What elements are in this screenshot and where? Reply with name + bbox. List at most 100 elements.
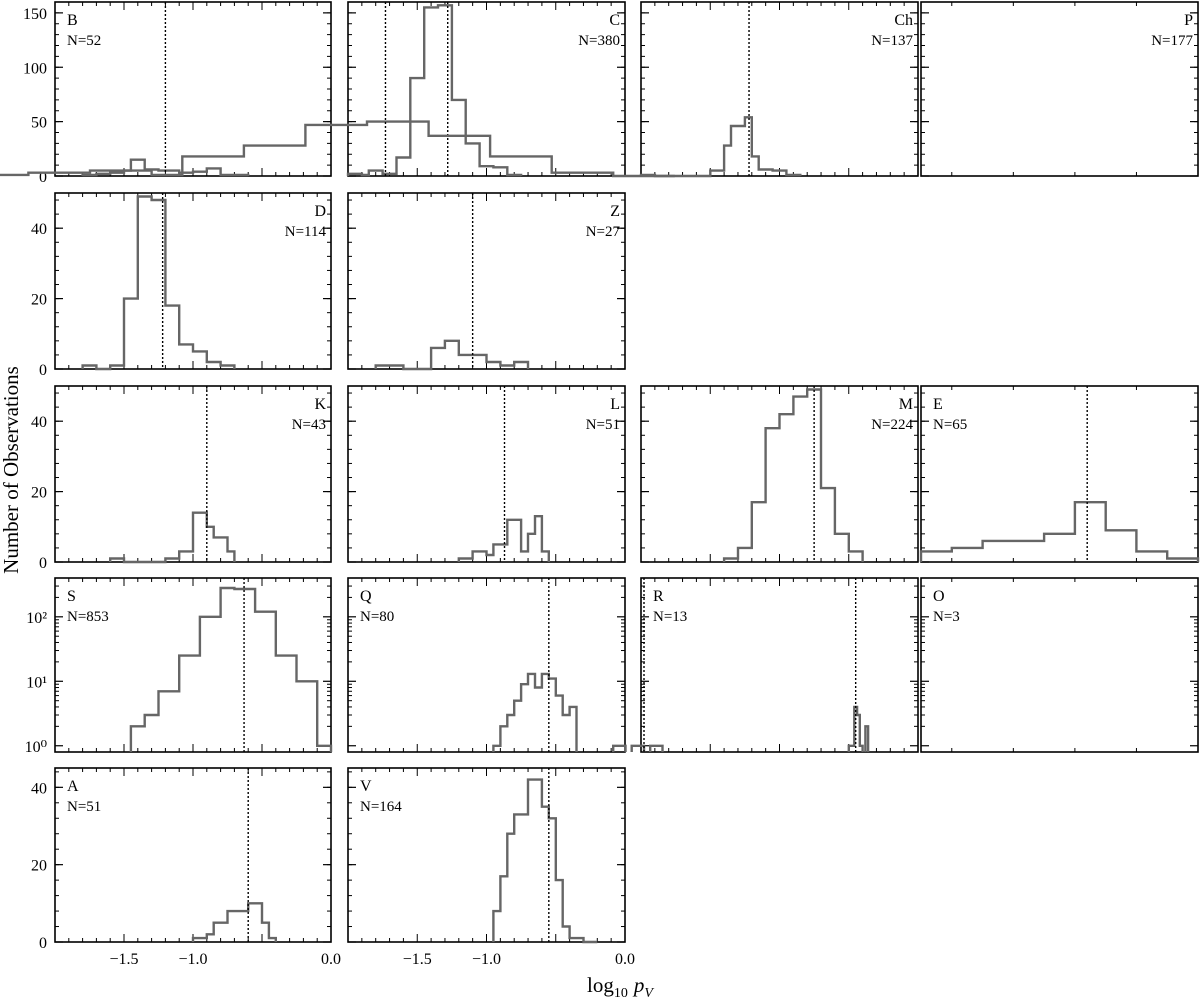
panel-class-label: C xyxy=(609,12,620,29)
panel-class-label: S xyxy=(67,588,76,605)
panel-class-label: E xyxy=(933,396,943,413)
panel-class-label: B xyxy=(67,12,78,29)
panel-class-label: M xyxy=(899,396,913,413)
panel-R: R N=13 xyxy=(640,577,919,753)
panel-class-label: K xyxy=(314,396,326,413)
panel-frame xyxy=(54,1,332,177)
panel-P: P N=177 xyxy=(0,1,1199,178)
histogram-outline xyxy=(129,586,333,752)
panel-class-label: Q xyxy=(360,588,372,605)
panel-count-label: N=65 xyxy=(933,417,967,433)
panel-class-label: Ch xyxy=(894,12,913,29)
x-axis-label-sub: 10 xyxy=(614,986,628,999)
panel-S: 10⁰ 10¹ 10² S N=853 xyxy=(25,577,333,756)
panel-count-label: N=80 xyxy=(360,609,394,625)
panel-frame xyxy=(347,192,626,370)
x-tick-label: −1.5 xyxy=(109,951,138,968)
panel-count-label: N=164 xyxy=(360,799,402,815)
x-axis-label-var: p xyxy=(632,973,645,997)
panel-count-label: N=380 xyxy=(578,33,620,49)
histogram-outline xyxy=(374,339,530,371)
panel-count-label: N=51 xyxy=(67,799,101,815)
panel-class-label: V xyxy=(360,778,372,795)
panel-frame xyxy=(640,577,919,753)
panel-count-label: N=27 xyxy=(586,224,621,240)
histogram-outline xyxy=(81,158,250,177)
y-tick-label: 0 xyxy=(39,555,47,572)
panel-C: C N=380 xyxy=(346,1,626,177)
panel-frame xyxy=(54,767,332,943)
panel-frame xyxy=(347,577,626,753)
panel-class-label: Z xyxy=(610,203,620,220)
panel-count-label: N=13 xyxy=(653,609,687,625)
histogram-outline xyxy=(346,4,523,177)
panel-count-label: N=43 xyxy=(292,417,326,433)
panel-count-label: N=853 xyxy=(67,609,109,625)
panel-count-label: N=51 xyxy=(586,417,620,433)
y-tick-label: 40 xyxy=(31,221,47,238)
panel-Q: Q N=80 xyxy=(347,577,626,753)
y-tick-label: 40 xyxy=(31,414,47,431)
y-tick-label: 0 xyxy=(39,935,47,952)
panel-count-label: N=114 xyxy=(285,224,327,240)
y-tick-label: 0 xyxy=(39,169,47,186)
panel-frame xyxy=(54,577,332,753)
panel-class-label: O xyxy=(933,588,945,605)
histogram-outline xyxy=(847,705,870,752)
panel-A: 0 20 40 −1.5 −1.0 0.0 A N=51 xyxy=(31,767,341,968)
panel-class-label: L xyxy=(610,396,620,413)
panel-frame xyxy=(920,577,1199,753)
y-axis-label: Number of Observations xyxy=(0,366,23,574)
x-tick-label: −1.0 xyxy=(178,951,207,968)
panel-count-label: N=137 xyxy=(871,33,913,49)
panel-count-label: N=3 xyxy=(933,609,960,625)
histogram-outline xyxy=(457,515,550,562)
histogram-outline xyxy=(81,195,236,371)
histogram-outline xyxy=(639,116,802,178)
y-tick-label: 20 xyxy=(31,485,47,502)
x-axis-label-main: log xyxy=(587,973,614,997)
panel-O: O N=3 xyxy=(612,577,1199,753)
x-tick-label: 0.0 xyxy=(321,951,341,968)
panel-frame xyxy=(640,1,919,177)
histogram-outline xyxy=(919,501,1200,562)
panel-V: −1.5 −1.0 0.0 V N=164 xyxy=(347,767,635,968)
panel-E: E N=65 xyxy=(919,385,1200,563)
histogram-outline xyxy=(492,672,578,752)
panel-frame xyxy=(54,192,332,370)
panel-Ch: Ch N=137 xyxy=(639,1,919,178)
panel-M: M N=224 xyxy=(640,385,919,563)
y-tick-label: 20 xyxy=(31,858,47,875)
histogram-outline xyxy=(109,511,236,564)
x-axis-label: log10 pV xyxy=(587,973,654,999)
x-tick-label: 0.0 xyxy=(615,951,635,968)
y-tick-label: 40 xyxy=(31,780,47,797)
y-tick-label: 50 xyxy=(31,115,47,132)
panel-K: 0 20 40 K N=43 xyxy=(31,385,332,572)
y-tick-label: 10¹ xyxy=(26,674,47,691)
panel-L: L N=51 xyxy=(347,385,626,563)
panel-D: 0 20 40 D N=114 xyxy=(31,192,332,379)
panel-count-label: N=224 xyxy=(871,417,913,433)
panel-frame xyxy=(920,385,1199,563)
y-tick-label: 10² xyxy=(26,610,47,627)
y-tick-label: 0 xyxy=(39,362,47,379)
y-tick-label: 20 xyxy=(31,292,47,309)
panel-Z: Z N=27 xyxy=(347,192,626,371)
panel-count-label: N=177 xyxy=(1151,33,1193,49)
panel-class-label: D xyxy=(314,203,326,220)
histogram-outline xyxy=(191,902,277,942)
y-tick-label: 150 xyxy=(23,6,47,23)
panel-frame xyxy=(347,767,626,943)
histogram-outline xyxy=(0,120,675,178)
histogram-outline xyxy=(492,778,598,944)
y-tick-label: 100 xyxy=(23,60,47,77)
panel-frame xyxy=(920,1,1199,177)
histogram-outline xyxy=(722,388,864,562)
y-tick-label: 10⁰ xyxy=(25,739,47,756)
panel-class-label: P xyxy=(1184,12,1193,29)
panel-B: 0 50 100 150 B N=52 xyxy=(23,1,332,186)
panel-frame xyxy=(347,1,626,177)
